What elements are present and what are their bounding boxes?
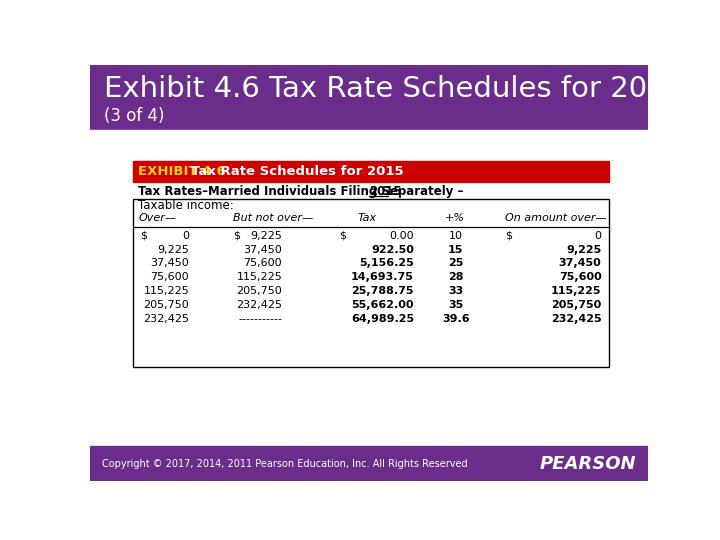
Text: $: $ [340,231,346,241]
Text: 39.6: 39.6 [442,314,469,324]
Text: 14,693.75: 14,693.75 [351,272,414,282]
Text: 0.00: 0.00 [390,231,414,241]
Text: On amount over—: On amount over— [505,213,606,223]
Text: 25,788.75: 25,788.75 [351,286,414,296]
Text: 28: 28 [448,272,464,282]
Text: 37,450: 37,450 [150,259,189,268]
Text: -----------: ----------- [238,314,282,324]
Text: 232,425: 232,425 [236,300,282,310]
Text: 75,600: 75,600 [559,272,601,282]
Text: Exhibit 4.6 Tax Rate Schedules for 2015: Exhibit 4.6 Tax Rate Schedules for 2015 [104,76,684,104]
Text: 0: 0 [182,231,189,241]
Text: 9,225: 9,225 [251,231,282,241]
Text: 922.50: 922.50 [371,245,414,254]
Text: 55,662.00: 55,662.00 [351,300,414,310]
Text: 232,425: 232,425 [143,314,189,324]
Text: 10: 10 [449,231,463,241]
Bar [90,65,648,130]
Text: 15: 15 [448,245,464,254]
Text: PEARSON: PEARSON [540,455,636,472]
Text: 25: 25 [448,259,464,268]
Text: But not over—: But not over— [233,213,313,223]
Text: 33: 33 [448,286,464,296]
Bar [132,199,609,367]
Text: 5,156.25: 5,156.25 [359,259,414,268]
Text: 115,225: 115,225 [143,286,189,296]
Text: 0: 0 [595,231,601,241]
Text: 37,450: 37,450 [243,245,282,254]
Text: 64,989.25: 64,989.25 [351,314,414,324]
Text: 9,225: 9,225 [566,245,601,254]
Text: $: $ [140,231,148,241]
Text: 75,600: 75,600 [150,272,189,282]
Text: Taxable income:: Taxable income: [138,199,234,212]
Text: 35: 35 [448,300,464,310]
Bar [132,161,609,182]
Text: 115,225: 115,225 [551,286,601,296]
Text: +%: +% [445,213,465,223]
Text: Copyright © 2017, 2014, 2011 Pearson Education, Inc. All Rights Reserved: Copyright © 2017, 2014, 2011 Pearson Edu… [102,458,467,469]
Text: 37,450: 37,450 [559,259,601,268]
Bar [90,446,648,481]
Text: Tax: Tax [357,213,377,223]
Text: $: $ [505,231,512,241]
Bar [90,130,648,446]
Text: (3 of 4): (3 of 4) [104,106,164,125]
Text: 115,225: 115,225 [236,272,282,282]
Text: 205,750: 205,750 [552,300,601,310]
Text: EXHIBIT 4.6: EXHIBIT 4.6 [138,165,230,178]
Text: Tax Rates–Married Individuals Filing Separately –: Tax Rates–Married Individuals Filing Sep… [138,185,467,198]
Text: 205,750: 205,750 [236,286,282,296]
Text: 232,425: 232,425 [551,314,601,324]
Text: 2015: 2015 [369,185,402,198]
Text: $: $ [233,231,240,241]
Text: Tax Rate Schedules for 2015: Tax Rate Schedules for 2015 [191,165,403,178]
Text: 75,600: 75,600 [243,259,282,268]
Text: 9,225: 9,225 [158,245,189,254]
Text: Over—: Over— [138,213,176,223]
Text: 205,750: 205,750 [143,300,189,310]
